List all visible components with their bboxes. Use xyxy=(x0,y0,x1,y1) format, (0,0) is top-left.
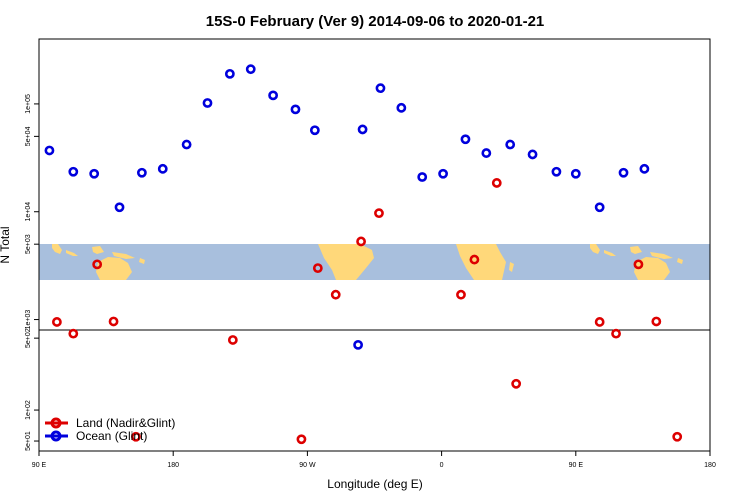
map-land-indonesia-repeat xyxy=(590,244,600,254)
plot-frame xyxy=(38,38,711,452)
legend-label-ocean: Ocean (Glint) xyxy=(76,429,147,443)
ocean-point xyxy=(268,90,279,101)
land-point xyxy=(594,317,605,327)
ocean-point xyxy=(290,104,301,115)
ocean-point xyxy=(157,163,168,174)
ocean-point xyxy=(438,168,448,179)
land-point xyxy=(330,289,341,300)
map-land-south-america xyxy=(318,244,374,280)
y-tick-label: 1e+03 xyxy=(25,310,32,330)
ocean-point xyxy=(527,149,538,160)
map-land-pacific-islands-repeat xyxy=(677,258,683,264)
legend-label-land: Land (Nadir&Glint) xyxy=(76,416,175,430)
land-point xyxy=(312,263,323,274)
ocean-point xyxy=(114,202,125,213)
y-tick-label: 5e+01 xyxy=(25,431,32,451)
x-tick-label: 0 xyxy=(440,462,444,469)
map-land-sumatra xyxy=(66,250,78,256)
y-tick-label: 5e+03 xyxy=(25,234,32,254)
map-land-newguinea-repeat xyxy=(650,252,673,259)
world-map-strip xyxy=(39,244,710,280)
map-land-borneo xyxy=(92,246,104,254)
ocean-point xyxy=(618,167,629,178)
ocean-point xyxy=(68,166,79,177)
legend: Land (Nadir&Glint) Ocean (Glint) xyxy=(45,416,175,443)
land-point xyxy=(491,178,502,188)
ocean-point xyxy=(89,168,100,179)
map-land-newguinea xyxy=(112,252,135,259)
chart-title: 15S-0 February (Ver 9) 2014-09-06 to 202… xyxy=(206,13,545,30)
x-tick-label: 180 xyxy=(167,462,179,469)
ocean-point xyxy=(396,102,407,113)
land-point xyxy=(672,431,683,442)
x-tick-label: 90 W xyxy=(299,462,316,469)
land-point xyxy=(633,259,644,270)
ocean-point xyxy=(181,139,192,150)
y-tick-label: 1e+04 xyxy=(25,202,32,222)
map-land-indonesia xyxy=(52,244,62,254)
ocean-point xyxy=(375,83,386,94)
ocean-point xyxy=(44,145,55,156)
ocean-point xyxy=(570,168,581,179)
land-point xyxy=(651,316,662,327)
ocean-point xyxy=(639,163,650,174)
land-point xyxy=(511,378,522,389)
map-land-pacific-islands xyxy=(139,258,145,264)
ocean-point xyxy=(136,167,147,178)
ocean-point xyxy=(245,64,256,75)
land-point xyxy=(68,328,79,339)
land-point xyxy=(374,208,384,219)
y-axis: 1e+03 5e+03 1e+04 5e+04 1e+05 5e+01 1e+02 5e+02 xyxy=(25,94,39,451)
legend-marker-land xyxy=(50,417,62,429)
ocean-point xyxy=(357,124,368,135)
land-point xyxy=(108,316,119,327)
y-tick-label: 1e+05 xyxy=(25,94,32,114)
land-point xyxy=(131,431,141,442)
map-land-madagascar xyxy=(509,262,514,272)
ocean-point xyxy=(460,134,471,145)
y-axis-label: N Total xyxy=(0,226,12,263)
x-tick-label: 180 xyxy=(704,462,716,469)
ocean-point xyxy=(353,339,363,350)
ocean-point xyxy=(551,166,562,177)
ocean-point xyxy=(481,148,492,158)
ocean-point xyxy=(417,172,428,182)
y-tick-label: 5e+04 xyxy=(25,126,32,146)
map-land-borneo-repeat xyxy=(630,246,642,254)
land-point xyxy=(469,254,480,265)
land-point xyxy=(92,259,103,270)
ocean-point xyxy=(224,68,235,79)
y-tick-label: 5e+02 xyxy=(25,328,32,348)
ocean-point xyxy=(594,202,605,213)
map-land-sumatra-repeat xyxy=(604,250,616,256)
x-tick-label: 90 E xyxy=(569,462,584,469)
land-point xyxy=(51,317,62,327)
land-point xyxy=(611,328,621,339)
land-point xyxy=(456,289,466,300)
land-point xyxy=(356,236,366,247)
data-points xyxy=(44,64,683,445)
x-axis: 90 E 180 90 W 0 90 E 180 xyxy=(32,451,716,469)
ocean-point xyxy=(202,98,213,108)
ocean-point xyxy=(505,139,516,150)
legend-marker-ocean xyxy=(50,430,62,442)
land-point xyxy=(227,335,238,345)
x-tick-label: 90 E xyxy=(32,462,47,469)
x-axis-label: Longitude (deg E) xyxy=(327,477,422,491)
y-tick-label: 1e+02 xyxy=(25,400,32,420)
map-land-australia xyxy=(96,257,132,280)
land-point xyxy=(296,434,307,445)
ocean-point xyxy=(309,125,320,136)
map-land-africa xyxy=(456,244,506,280)
